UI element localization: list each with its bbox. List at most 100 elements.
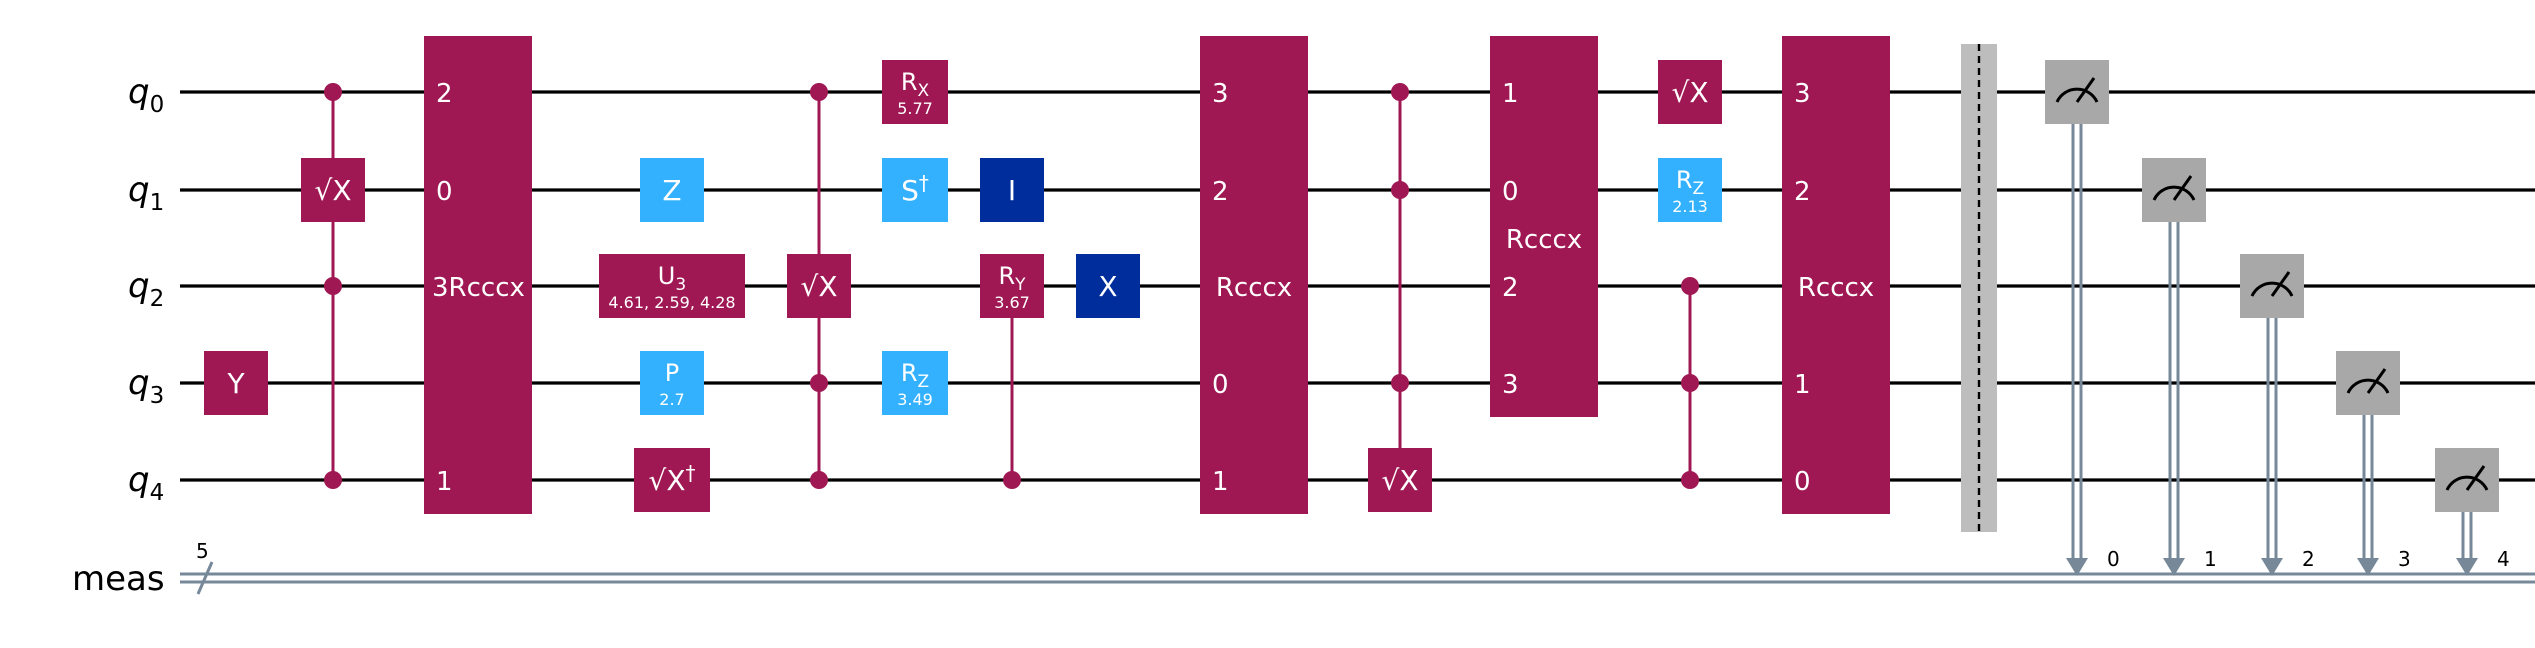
- rz2-label: RZ: [1676, 166, 1704, 199]
- bus-slash: [196, 561, 214, 595]
- rz1-box: [882, 351, 948, 415]
- measure-arrow-3: [2357, 558, 2379, 576]
- measure-box-0: [2045, 60, 2109, 124]
- csx2-control-q0: [810, 83, 828, 101]
- rcccx-b-box: [1200, 36, 1308, 514]
- csx1-box: [301, 158, 365, 222]
- rcccx-c-port-3: 3: [1502, 370, 1519, 400]
- rcccx-a-label: 3Rcccx: [432, 273, 525, 303]
- id-label: I: [1008, 174, 1016, 207]
- measure-arrow-4: [2456, 558, 2478, 576]
- z-box: [640, 158, 704, 222]
- rcccx-b-port-1: 2: [1212, 177, 1229, 207]
- x-label: X: [1098, 270, 1117, 303]
- measure-box-2: [2240, 254, 2304, 318]
- rcccx-c-port-0: 1: [1502, 79, 1519, 109]
- clbit-index-3: 3: [2398, 547, 2411, 571]
- measure-arrow-0: [2066, 558, 2088, 576]
- rcccx-d-port-1: 2: [1794, 177, 1811, 207]
- rcccx-a-port-0: 2: [436, 79, 453, 109]
- ccz-dot-q4: [1681, 471, 1699, 489]
- sdg-label: S†: [901, 171, 929, 207]
- qubit-label-2: q2: [128, 266, 164, 312]
- rcccx-c-label: Rcccx: [1506, 225, 1582, 255]
- rcccx-c-port-2: 2: [1502, 273, 1519, 303]
- ry-label: RY: [998, 262, 1026, 295]
- rcccx-d-box: [1782, 36, 1890, 514]
- rcccx-a-port-1: 0: [436, 177, 453, 207]
- rcccx-d-label: Rcccx: [1798, 273, 1874, 303]
- rx-box: [882, 60, 948, 124]
- csx3-box: [1368, 448, 1432, 512]
- ccz-dot-q3: [1681, 374, 1699, 392]
- u3-param: 4.61, 2.59, 4.28: [608, 293, 735, 312]
- sxdg-label: √X†: [648, 461, 695, 497]
- csx2-box: [787, 254, 851, 318]
- ry-control-q4: [1003, 471, 1021, 489]
- rx-param: 5.77: [897, 99, 933, 118]
- csx3-label: √X: [1381, 464, 1418, 497]
- measure-arrow-2: [2261, 558, 2283, 576]
- id-box: [980, 158, 1044, 222]
- ry-param: 3.67: [994, 293, 1030, 312]
- rcccx-a-box: [424, 36, 532, 514]
- csx3-control-q0: [1391, 83, 1409, 101]
- rz2-param: 2.13: [1672, 197, 1708, 216]
- clbit-index-0: 0: [2107, 547, 2120, 571]
- meter-needle-icon-0: [2075, 77, 2096, 103]
- csx2-label: √X: [800, 270, 837, 303]
- rcccx-c-box: [1490, 36, 1598, 417]
- rz2-box: [1658, 158, 1722, 222]
- classical-register-label: meas: [72, 559, 165, 599]
- csx3-control-q3: [1391, 374, 1409, 392]
- rz1-label: RZ: [901, 359, 929, 392]
- csx2-control-q4: [810, 471, 828, 489]
- rcccx-b-label: Rcccx: [1216, 273, 1292, 303]
- rz1-param: 3.49: [897, 390, 933, 409]
- z-label: Z: [662, 174, 681, 207]
- meter-arc-icon-1: [2152, 185, 2196, 201]
- qubit-label-1: q1: [128, 170, 164, 216]
- meter-needle-icon-3: [2366, 368, 2387, 394]
- register-labels: q0 q1 q2 q3 q4 meas: [72, 72, 165, 599]
- y-box: [204, 351, 268, 415]
- csx1-control-q0: [324, 83, 342, 101]
- rcccx-b-port-3: 0: [1212, 370, 1229, 400]
- qubit-label-3: q3: [128, 363, 164, 409]
- meter-needle-icon-1: [2172, 175, 2193, 201]
- x-box: [1076, 254, 1140, 318]
- sx-label: √X: [1671, 76, 1708, 109]
- rcccx-d-port-3: 1: [1794, 370, 1811, 400]
- rcccx-b-port-0: 3: [1212, 79, 1229, 109]
- rcccx-d-port-0: 3: [1794, 79, 1811, 109]
- clbit-index-4: 4: [2497, 547, 2510, 571]
- p-param: 2.7: [659, 390, 684, 409]
- csx1-label: √X: [314, 174, 351, 207]
- csx1-control-q4: [324, 471, 342, 489]
- meter-arc-icon-3: [2346, 378, 2390, 394]
- meter-arc-icon-2: [2250, 281, 2294, 297]
- meter-needle-icon-4: [2465, 465, 2486, 491]
- rcccx-d-port-4: 0: [1794, 467, 1811, 497]
- measure-arrow-1: [2163, 558, 2185, 576]
- measure-box-1: [2142, 158, 2206, 222]
- u3-label: U3: [658, 262, 686, 295]
- rx-label: RX: [901, 68, 930, 101]
- rcccx-c-port-1: 0: [1502, 177, 1519, 207]
- ccz-dot-q2: [1681, 277, 1699, 295]
- measure-box-3: [2336, 351, 2400, 415]
- p-box: [640, 351, 704, 415]
- qubit-label-4: q4: [128, 460, 164, 506]
- csx1-control-q2: [324, 277, 342, 295]
- rcccx-b-port-4: 1: [1212, 467, 1229, 497]
- qubit-label-0: q0: [128, 72, 164, 118]
- bus-size-label: 5: [196, 539, 209, 563]
- p-label: P: [665, 359, 679, 387]
- sxdg-box: [634, 448, 710, 512]
- meter-arc-icon-4: [2445, 475, 2489, 491]
- wires-layer: 5: [180, 90, 2535, 595]
- sdg-box: [882, 158, 948, 222]
- sx-box: [1658, 60, 1722, 124]
